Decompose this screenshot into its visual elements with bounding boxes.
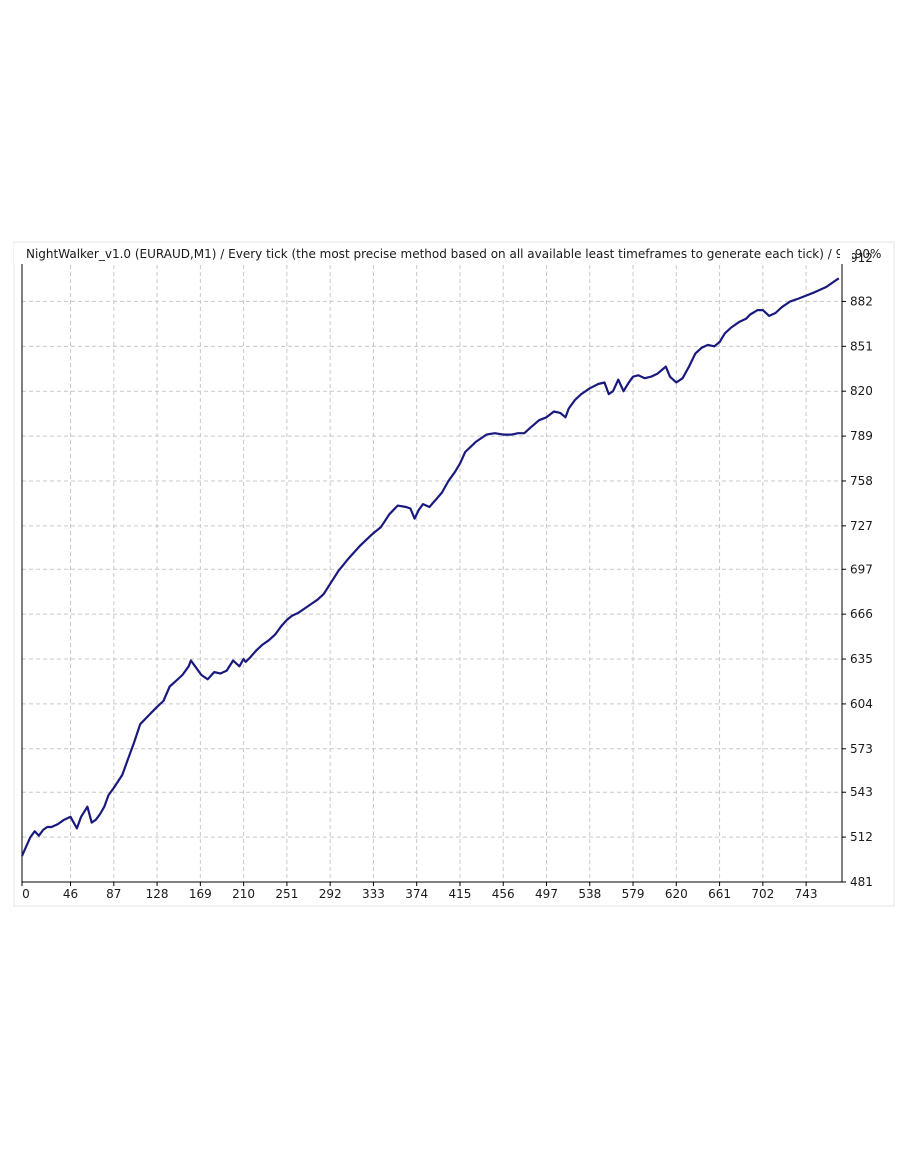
x-tick-label: 210: [232, 887, 255, 901]
x-tick-label: 456: [492, 887, 515, 901]
series-line-balance: [20, 277, 840, 857]
y-tick-label: 727: [850, 519, 873, 533]
x-tick-label: 169: [189, 887, 212, 901]
x-tick-label: 579: [622, 887, 645, 901]
x-tick-label: 46: [63, 887, 78, 901]
x-tick-label: 128: [146, 887, 169, 901]
y-tick-label: 666: [850, 607, 873, 621]
x-tick-label: 374: [405, 887, 428, 901]
y-axis: 912 882 851 820 789 758 727 697 666 635 604 573 543 5…: [842, 251, 873, 889]
title-clip-mask: [840, 244, 852, 264]
y-tick-label: 882: [850, 294, 873, 308]
chart-panel: [13, 241, 895, 907]
y-tick-label: 635: [850, 652, 873, 666]
y-tick-label: 758: [850, 474, 873, 488]
x-tick-label: 251: [275, 887, 298, 901]
x-tick-label: 87: [106, 887, 121, 901]
x-tick-label: 292: [319, 887, 342, 901]
x-tick-label: 743: [795, 887, 818, 901]
y-tick-label: 851: [850, 339, 873, 353]
y-tick-label: 912: [850, 251, 873, 265]
y-tick-label: 820: [850, 384, 873, 398]
x-tick-label: 333: [362, 887, 385, 901]
series-layer: [20, 277, 840, 857]
x-axis: 0 46 87 128 169 210 251 292 333 374 415 456 497 538 57…: [21, 882, 818, 901]
y-tick-label: 512: [850, 830, 873, 844]
x-tick-label: 0: [22, 887, 30, 901]
x-tick-label: 620: [665, 887, 688, 901]
grid-lines: [22, 258, 842, 882]
y-tick-label: 604: [850, 697, 873, 711]
x-tick-label: 538: [578, 887, 601, 901]
y-tick-label: 697: [850, 562, 873, 576]
x-tick-label: 415: [449, 887, 472, 901]
y-tick-label: 543: [850, 785, 873, 799]
x-tick-label: 661: [708, 887, 731, 901]
x-tick-label: 497: [535, 887, 558, 901]
y-tick-label: 789: [850, 429, 873, 443]
y-tick-label: 481: [850, 875, 873, 889]
title-background: [14, 244, 844, 264]
chart-title: NightWalker_v1.0 (EURAUD,M1) / Every tic…: [26, 247, 881, 261]
y-tick-label: 573: [850, 742, 873, 756]
x-tick-label: 702: [751, 887, 774, 901]
